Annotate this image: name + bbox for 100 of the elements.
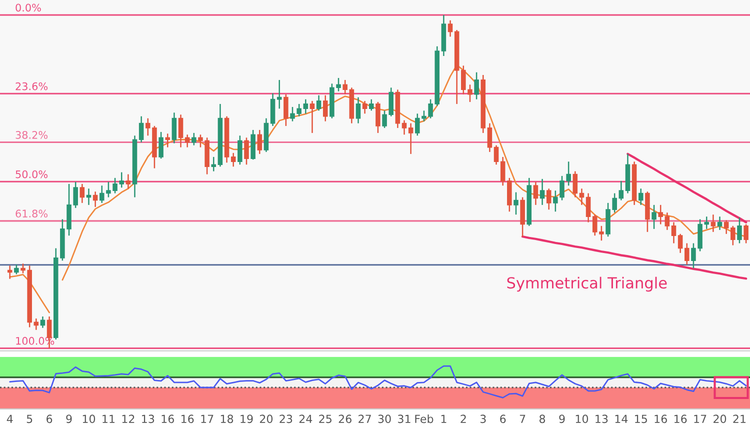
candlestick [724,220,729,235]
x-tick-label: 21 [733,414,746,423]
candlestick [652,204,656,230]
candlestick [362,100,368,114]
ref-line-label: 50.0% [16,170,48,178]
candlestick [138,116,144,143]
candlestick [250,129,256,160]
x-tick-label: 9 [559,414,565,424]
candlestick [572,170,578,198]
candlestick [310,100,315,134]
x-tick-label: 1 [441,414,446,423]
x-tick-label: 26 [338,414,352,424]
x-tick-label: 17 [201,414,214,423]
candlestick [500,156,506,186]
candlestick [303,98,308,114]
annotation: Symmetrical Triangle [507,276,667,292]
x-tick-label: 16 [654,414,667,424]
x-tick-label: 10 [82,414,96,424]
candlestick [579,188,584,206]
ref-line-label: 38.2% [16,131,48,139]
candlestick [520,196,525,238]
candlestick [474,72,479,100]
candlestick [178,114,184,148]
x-tick-label: 20 [260,414,273,424]
candlestick [270,92,276,127]
candlestick [322,94,328,122]
candlestick [211,156,216,172]
x-tick-label: 24 [299,414,312,423]
ref-line-label: 0.0% [16,4,41,12]
x-tick-label: 13 [142,414,154,424]
candlestick [244,136,249,166]
candlestick [618,180,624,201]
x-tick-label: 16 [181,414,194,424]
x-tick-label: 6 [500,414,506,424]
candlestick [34,318,39,331]
candlestick [356,96,361,124]
candlestick [737,216,742,244]
candlestick [540,178,545,206]
x-tick-label: 31 [398,414,410,424]
candlestick [448,20,453,38]
x-tick-label: 3 [480,414,486,424]
x-tick-label: 18 [220,414,234,424]
candlestick [507,177,512,212]
candlestick [744,224,748,244]
x-tick-label: 9 [66,414,72,424]
candlestick [408,122,414,155]
candlestick [402,120,407,136]
x-tick-label: 4 [6,414,13,423]
candlestick [80,183,85,204]
candlestick [158,131,164,160]
x-tick-label: 17 [694,414,706,423]
candlestick [671,222,676,244]
candlestick [126,174,131,190]
candlestick [172,112,177,144]
candlestick [717,216,722,231]
x-tick-label: 6 [46,414,52,424]
candlestick [165,132,170,148]
candlestick [638,188,644,206]
candlestick [257,129,262,155]
candlestick [658,204,663,225]
candlestick [368,98,374,112]
x-tick-label: 30 [378,414,391,424]
candlestick [192,132,196,146]
ref-line-label: 23.6% [16,82,48,90]
x-tick-label: 20 [714,414,726,424]
candlestick [684,242,690,266]
candlestick [546,188,552,210]
x-tick-label: 12 [122,414,134,423]
x-tick-label: 16 [162,414,174,424]
candlestick [284,94,288,127]
candlestick [92,190,98,208]
candlestick [494,144,499,166]
candlestick [514,192,518,216]
candlestick [230,152,236,168]
x-tick-label: 27 [358,414,371,423]
x-tick-label: 10 [576,414,588,424]
candlestick [184,134,190,148]
candlestick [40,316,46,329]
x-tick-label: 14 [615,414,628,423]
ref-line-label: 61.8% [16,210,48,218]
x-tick-label: 23 [280,414,292,424]
candlestick [664,212,670,231]
x-tick-label: 7 [520,414,526,423]
x-tick-label: 15 [635,414,647,424]
candlestick [586,192,591,223]
candlestick [487,122,492,153]
candlestick [730,225,736,246]
candlestick [238,134,242,166]
candlestick [678,233,683,254]
x-tick-label: 8 [540,414,546,424]
x-tick-label: 5 [26,414,32,424]
candlestick [342,79,348,95]
x-tick-label: 2 [460,414,466,423]
x-tick-label: 16 [674,414,687,424]
x-tick-label: Feb [415,414,434,424]
x-tick-label: 11 [102,414,114,423]
candlestick [710,214,716,233]
x-tick-label: 19 [240,414,253,424]
candlestick [533,181,538,206]
candlestick [14,264,19,275]
